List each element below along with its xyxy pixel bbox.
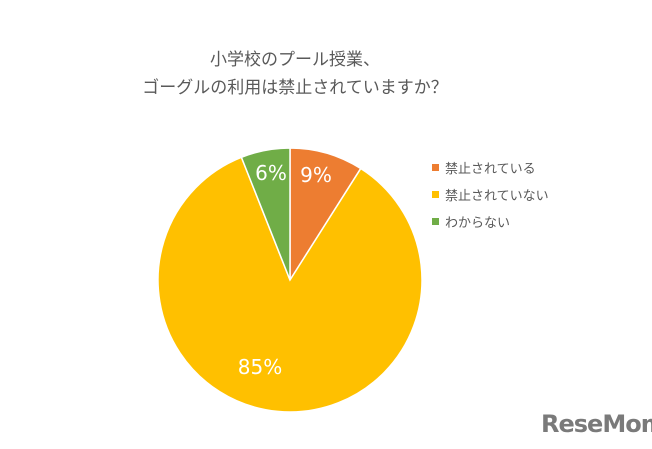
legend-item: 禁止されている — [432, 154, 549, 181]
pie-slice — [157, 156, 423, 413]
chart-title: 小学校のプール授業、 ゴーグルの利用は禁止されていますか？ — [0, 46, 590, 102]
legend-item: 禁止されていない — [432, 181, 549, 208]
data-label: 9% — [300, 163, 332, 187]
legend-swatch — [432, 164, 439, 171]
data-label: 6% — [255, 161, 287, 185]
legend-label: 禁止されていない — [445, 189, 549, 204]
legend-swatch — [432, 218, 439, 225]
title-line-2: ゴーグルの利用は禁止されていますか？ — [142, 78, 448, 98]
legend-swatch — [432, 191, 439, 198]
data-label: 85% — [238, 355, 282, 379]
legend-label: 禁止されている — [445, 162, 536, 177]
pie-slice — [240, 147, 291, 281]
legend-label: わからない — [445, 216, 511, 231]
resemom-logo: ReseMom — [541, 410, 652, 438]
legend-item: わからない — [432, 208, 549, 235]
legend: 禁止されている 禁止されていない わからない — [432, 154, 549, 235]
title-line-1: 小学校のプール授業、 — [210, 50, 380, 70]
